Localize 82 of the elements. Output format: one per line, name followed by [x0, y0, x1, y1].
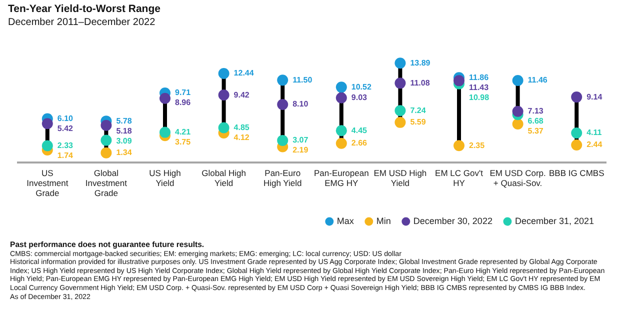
- legend-label: December 30, 2022: [413, 216, 492, 226]
- point: [277, 74, 288, 86]
- data-label: 5.37: [528, 126, 544, 136]
- point: [512, 74, 524, 86]
- point: [336, 125, 347, 136]
- data-label: 1.74: [57, 150, 74, 160]
- point: [394, 116, 406, 128]
- legend-label: Min: [376, 216, 391, 226]
- chart-title: Ten-Year Yield-to-Worst Range: [8, 3, 160, 15]
- data-label: 4.21: [175, 128, 192, 136]
- point: [42, 140, 53, 152]
- point: [100, 134, 112, 146]
- data-label: 6.10: [57, 114, 74, 123]
- point: [394, 105, 406, 116]
- data-label: 12.44: [234, 68, 254, 78]
- data-label: 11.46: [528, 76, 548, 85]
- point: [218, 68, 230, 79]
- legend-label: Max: [336, 216, 354, 226]
- data-label: 9.03: [351, 93, 368, 102]
- legend-label: December 31, 2021: [514, 216, 594, 226]
- data-label: 11.43: [469, 82, 490, 92]
- data-label: 11.50: [292, 75, 313, 84]
- data-label: 9.42: [234, 90, 250, 100]
- point: [512, 118, 524, 130]
- data-label: 10.98: [469, 92, 490, 102]
- point: [336, 138, 347, 149]
- data-label: 2.66: [351, 138, 368, 148]
- data-label: 13.89: [410, 58, 431, 68]
- point: [454, 75, 464, 86]
- point: [571, 128, 582, 139]
- data-label: 4.85: [234, 122, 250, 132]
- data-label: 5.42: [57, 124, 74, 133]
- point: [571, 92, 582, 103]
- data-label: 1.34: [116, 148, 132, 158]
- x-tick-label: EM USD High Yield: [374, 168, 427, 188]
- point: [218, 90, 230, 101]
- data-label: 9.71: [175, 88, 192, 98]
- data-label: 5.59: [410, 118, 426, 127]
- data-label: 9.14: [586, 92, 603, 102]
- point: [512, 106, 524, 117]
- data-label: 3.75: [175, 138, 192, 146]
- x-tick-label: Global High Yield: [202, 168, 246, 188]
- data-label: 11.86: [469, 72, 490, 82]
- point: [571, 139, 582, 150]
- point: [454, 140, 464, 152]
- data-label: 11.08: [410, 78, 430, 88]
- data-label: 3.09: [116, 136, 132, 146]
- data-label: 6.68: [528, 116, 544, 126]
- data-label: 5.18: [116, 126, 132, 136]
- data-label: 4.11: [586, 128, 602, 138]
- x-tick-label: BBB IG CMBS: [548, 168, 605, 178]
- point: [100, 120, 112, 131]
- point: [394, 58, 406, 69]
- point: [160, 126, 170, 138]
- data-label: 7.24: [410, 106, 426, 115]
- data-label: 4.45: [351, 126, 368, 135]
- x-tick-label: EM LC Gov't HY: [435, 168, 484, 188]
- data-label: 2.35: [469, 140, 486, 150]
- point: [336, 82, 347, 93]
- data-label: 2.44: [586, 140, 603, 150]
- x-tick-label: EM USD Corp. + Quasi-Sov.: [490, 168, 546, 188]
- data-label: 4.12: [234, 132, 250, 142]
- point: [42, 118, 53, 130]
- data-label: 7.13: [528, 106, 544, 116]
- data-label: 8.96: [175, 98, 192, 108]
- data-label: 5.78: [116, 116, 132, 126]
- point: [100, 147, 112, 158]
- point: [218, 122, 230, 134]
- data-label: 3.07: [292, 136, 309, 145]
- data-label: 2.33: [57, 140, 74, 150]
- x-tick-label: US Investment Grade: [26, 168, 69, 198]
- point: [160, 92, 170, 104]
- data-label: 2.19: [292, 146, 309, 155]
- x-tick-label: US High Yield: [149, 168, 182, 188]
- point: [336, 92, 347, 104]
- chart-subtitle: December 2011–December 2022: [8, 17, 156, 28]
- x-tick-label: Pan-Euro High Yield: [263, 168, 302, 188]
- x-tick-label: Pan-European EMG HY: [314, 168, 370, 188]
- x-tick-label: Global Investment Grade: [85, 168, 128, 198]
- data-label: 10.52: [351, 82, 372, 92]
- data-label: 8.10: [292, 100, 309, 109]
- point: [394, 78, 406, 89]
